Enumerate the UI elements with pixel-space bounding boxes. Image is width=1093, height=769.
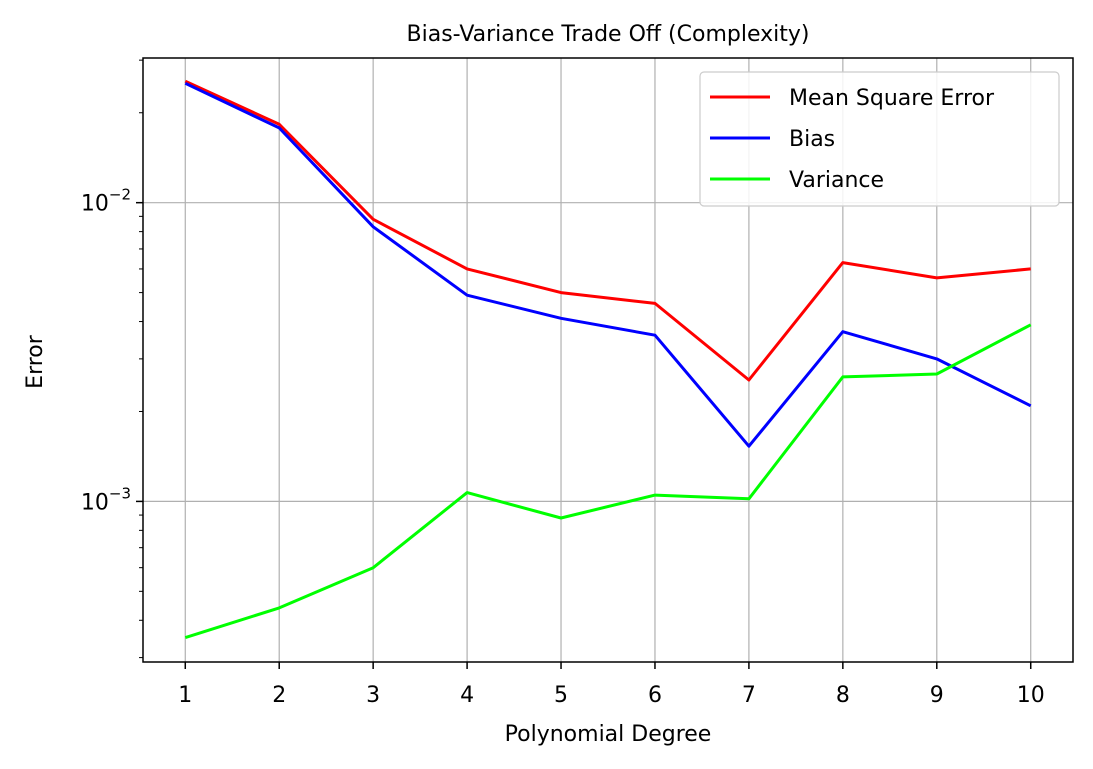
x-tick-label: 10	[1017, 683, 1045, 708]
x-tick-label: 5	[554, 683, 568, 708]
y-axis: 10−2 10−3	[81, 59, 143, 659]
series-layer	[184, 79, 1032, 640]
series-line-mean-square-error	[184, 79, 1031, 382]
legend-box	[699, 71, 1060, 207]
x-tick-label: 6	[648, 683, 662, 708]
y-tick-label: 10−3	[81, 484, 131, 515]
y-tick-label: 10−2	[81, 186, 131, 217]
legend-label-variance: Variance	[789, 168, 884, 193]
x-tick-label: 7	[742, 683, 756, 708]
x-tick-label: 3	[366, 683, 380, 708]
x-tick-label: 9	[930, 683, 944, 708]
x-tick-label: 1	[178, 683, 192, 708]
x-axis-title: Polynomial Degree	[505, 722, 712, 747]
legend-label-mean-square-error: Mean Square Error	[789, 86, 995, 111]
x-axis: 1 2 3 4 5 6 7 8 9 10	[178, 662, 1045, 708]
x-tick-label: 4	[460, 683, 474, 708]
legend: Mean Square Error Bias Variance	[699, 71, 1060, 207]
legend-label-bias: Bias	[789, 127, 835, 152]
plot-frame	[142, 57, 1074, 663]
series-line-bias	[184, 81, 1032, 448]
series-line-variance	[184, 323, 1032, 640]
y-axis-title: Error	[23, 334, 48, 389]
chart-title: Bias-Variance Trade Off (Complexity)	[407, 22, 810, 47]
x-tick-label: 2	[272, 683, 286, 708]
x-tick-label: 8	[836, 683, 850, 708]
